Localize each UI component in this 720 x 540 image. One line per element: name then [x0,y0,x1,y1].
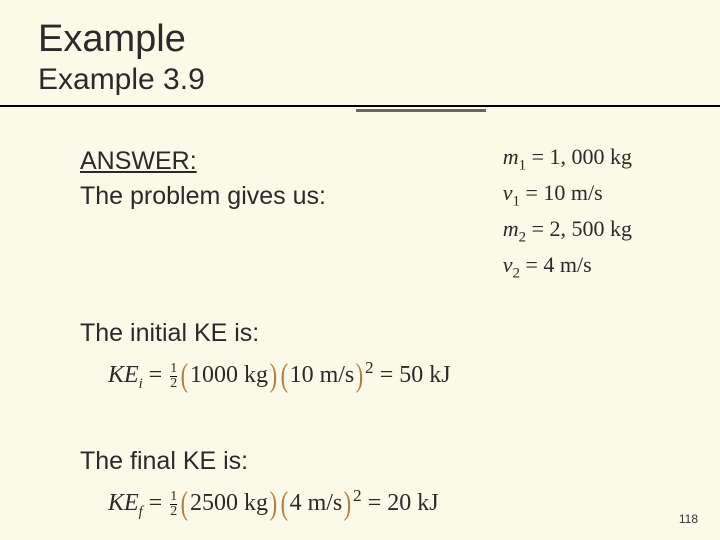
given-m2: m2 = 2, 500 kg [503,213,632,249]
given-v2: v2 = 4 m/s [503,249,632,285]
initial-ke-equation: KEi = 12(1000 kg)(10 m/s)2 = 50 kJ [80,358,682,395]
slide-title: Example [38,18,682,61]
given-m1: m1 = 1, 000 kg [503,141,632,177]
final-ke-equation: KEf = 12(2500 kg)(4 m/s)2 = 20 kJ [80,486,682,523]
title-rule [38,105,682,113]
given-values: m1 = 1, 000 kg v1 = 10 m/s m2 = 2, 500 k… [503,141,632,285]
page-number: 118 [679,512,698,526]
final-ke-label: The final KE is: [80,447,682,476]
initial-ke-label: The initial KE is: [80,319,682,348]
slide-subtitle: Example 3.9 [38,63,682,97]
given-v1: v1 = 10 m/s [503,177,632,213]
content-area: ANSWER: The problem gives us: m1 = 1, 00… [38,147,682,523]
